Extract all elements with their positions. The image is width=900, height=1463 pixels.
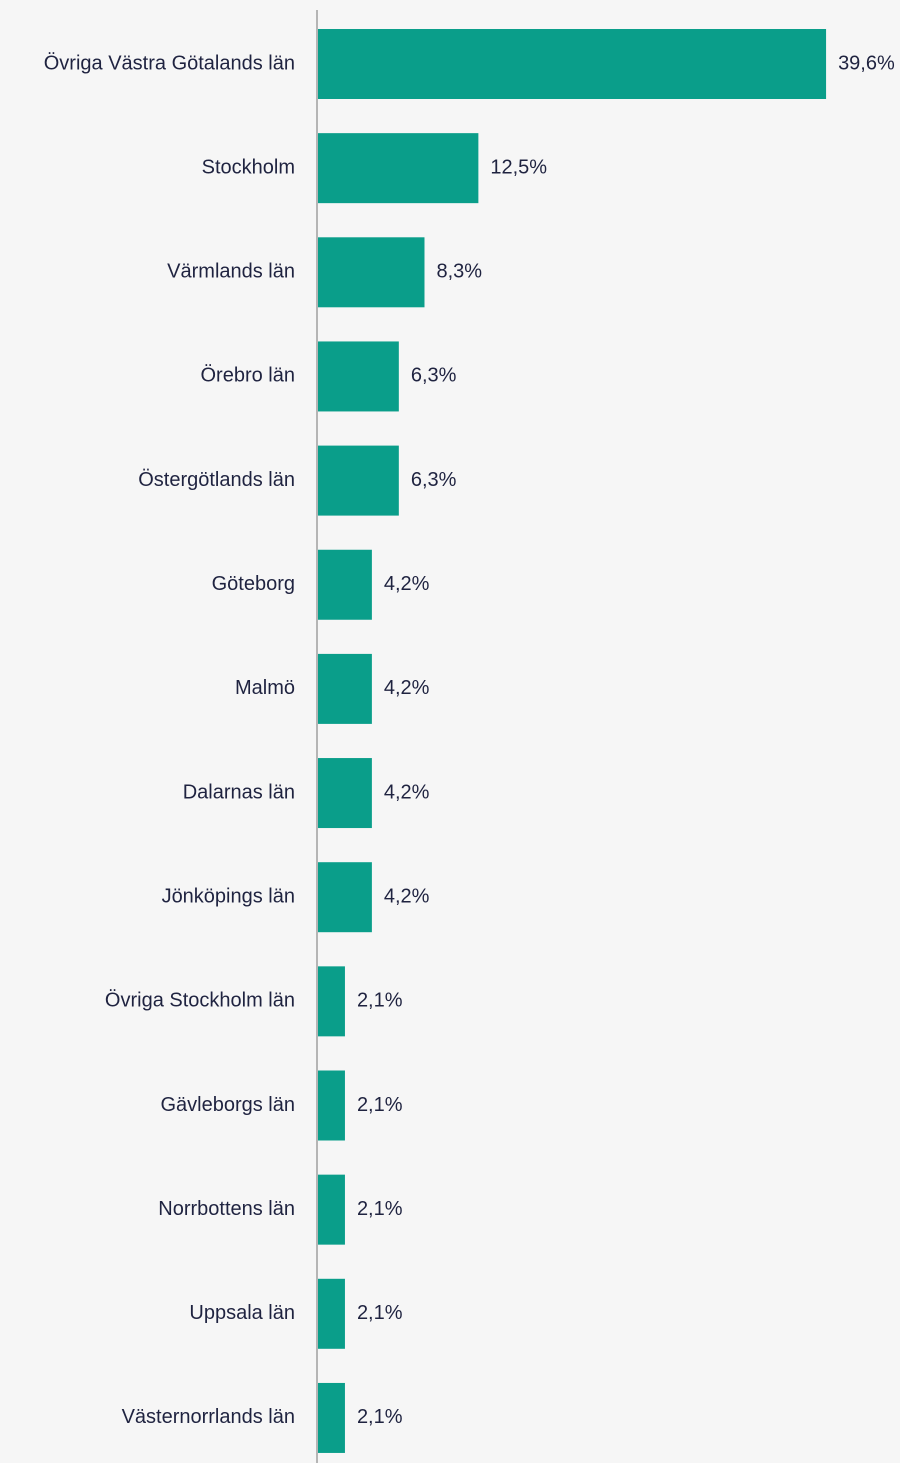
value-label: 2,1% <box>357 1094 403 1116</box>
category-label: Stockholm <box>202 156 295 178</box>
bar <box>318 1382 345 1453</box>
bar <box>318 341 399 412</box>
bar <box>318 29 827 99</box>
value-label: 2,1% <box>357 1406 403 1428</box>
value-label: 4,2% <box>384 885 430 907</box>
category-label: Göteborg <box>212 573 295 595</box>
value-label: 4,2% <box>384 573 430 595</box>
category-label: Västernorrlands län <box>122 1406 295 1428</box>
bar <box>318 1174 345 1245</box>
bar <box>318 653 372 724</box>
category-label: Värmlands län <box>167 261 295 283</box>
bar <box>318 237 425 308</box>
bar <box>318 862 372 933</box>
value-label: 4,2% <box>384 781 430 803</box>
bar <box>318 549 372 620</box>
category-label: Uppsala län <box>189 1302 295 1324</box>
category-label: Norrbottens län <box>158 1198 295 1220</box>
category-label: Övriga Västra Götalands län <box>44 52 295 74</box>
bar <box>318 1278 345 1349</box>
value-label: 2,1% <box>357 1302 403 1324</box>
category-label: Dalarnas län <box>183 781 295 803</box>
value-label: 4,2% <box>384 677 430 699</box>
value-label: 2,1% <box>357 1198 403 1220</box>
bar <box>318 1070 345 1141</box>
bar <box>318 758 372 829</box>
bar <box>318 445 399 516</box>
value-label: 2,1% <box>357 990 403 1012</box>
value-label: 6,3% <box>411 365 457 387</box>
bar <box>318 966 345 1037</box>
value-label: 39,6% <box>838 52 895 74</box>
category-label: Örebro län <box>201 365 296 387</box>
category-label: Övriga Stockholm län <box>105 990 295 1012</box>
category-label: Gävleborgs län <box>160 1094 295 1116</box>
category-label: Östergötlands län <box>138 469 295 491</box>
bar <box>318 133 479 204</box>
value-label: 6,3% <box>411 469 457 491</box>
value-label: 8,3% <box>436 261 482 283</box>
category-label: Malmö <box>235 677 295 699</box>
value-label: 12,5% <box>490 156 547 178</box>
category-label: Jönköpings län <box>162 885 295 907</box>
